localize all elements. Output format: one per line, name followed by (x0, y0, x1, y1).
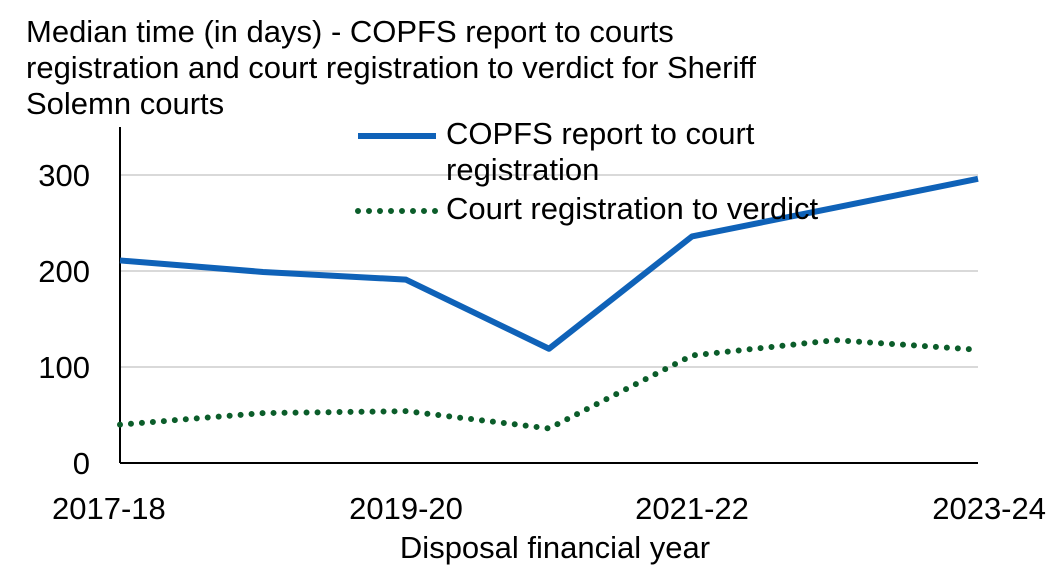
legend-label: Court registration to verdict (446, 191, 819, 226)
x-tick-label: 2019-20 (349, 491, 463, 526)
y-tick-label: 300 (38, 158, 90, 193)
y-tick-label: 100 (38, 350, 90, 385)
x-axis-label: Disposal financial year (399, 530, 711, 565)
legend-label: COPFS report to court registration (446, 116, 755, 187)
x-tick-label: 2017-18 (52, 491, 166, 526)
chart-title: Median time (in days) - COPFS report to … (26, 14, 756, 121)
x-tick-label: 2021-22 (635, 491, 749, 526)
y-tick-label: 0 (73, 446, 90, 481)
series-line (119, 175, 979, 352)
y-tick-label: 200 (38, 254, 90, 289)
series-line (117, 337, 981, 432)
x-tick-label: 2023-24 (932, 491, 1046, 526)
